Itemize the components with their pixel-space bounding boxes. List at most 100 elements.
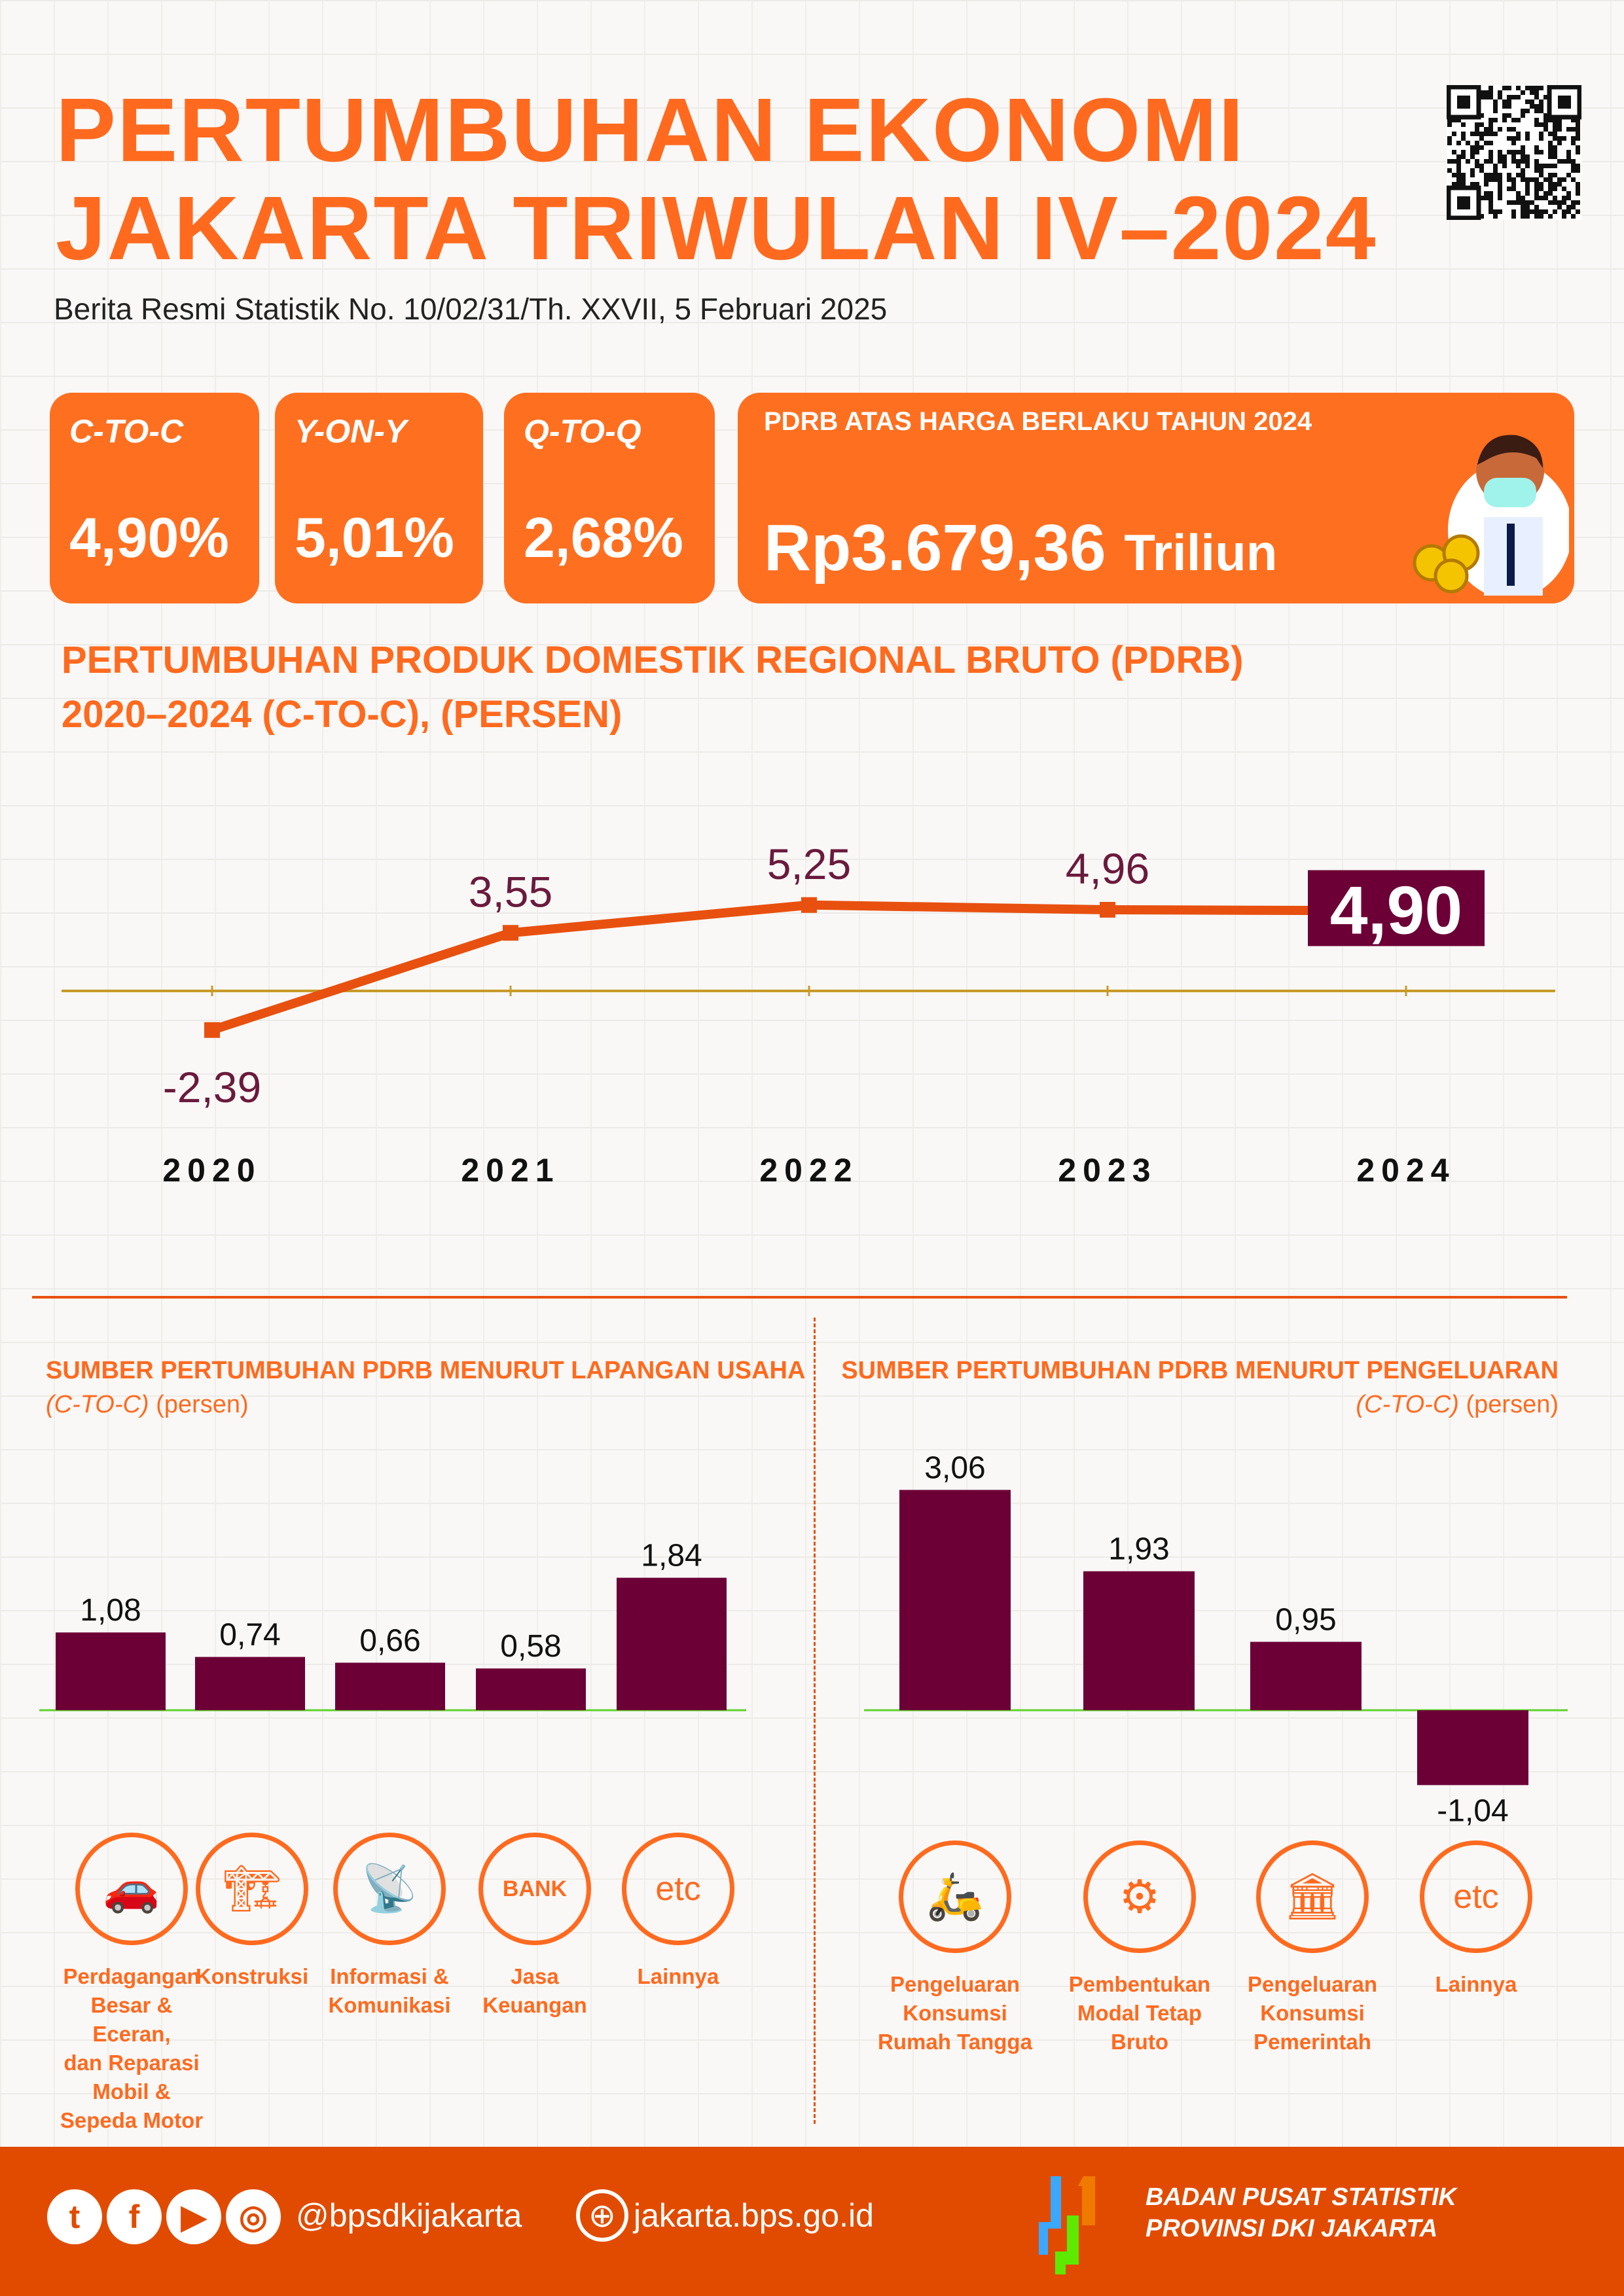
line-point [1100, 902, 1115, 918]
icon-label: Perdagangan Besar & Eceran, dan Reparasi Mo… [50, 1962, 213, 2135]
household-scooter-icon: 🛵 [899, 1840, 1011, 1953]
icon-label-line: Lainnya [637, 1964, 719, 1988]
pdrb-value: Rp3.679,36 [764, 511, 1106, 584]
hands-car-icon: 🚗 [75, 1833, 188, 1945]
subtitle: Berita Resmi Statistik No. 10/02/31/Th. … [54, 292, 888, 326]
icon-label: Lainnya [1394, 1970, 1558, 1999]
line-chart-title: PERTUMBUHAN PRODUK DOMESTIK REGIONAL BRU… [62, 639, 1244, 681]
line-chart-subtitle: 2020–2024 (C-TO-C), (PERSEN) [62, 693, 623, 736]
qr-code-icon[interactable] [1447, 85, 1581, 220]
right-chart-title: SUMBER PERTUMBUHAN PDRB MENURUT PENGELUA… [841, 1357, 1559, 1384]
facebook-icon[interactable]: f [107, 2189, 162, 2244]
highlight-box [1308, 870, 1485, 946]
etc-icon: etc [622, 1833, 734, 1945]
line-series [210, 900, 1407, 1035]
pdrb-label: PDRB ATAS HARGA BERLAKU TAHUN 2024 [764, 407, 1312, 436]
x-tick-label: 2022 [759, 1152, 858, 1189]
satellite-dish-icon: 📡 [333, 1833, 446, 1945]
bar-label: 0,95 [1275, 1603, 1336, 1638]
social-handle[interactable]: @bpsdkijakarta [296, 2197, 522, 2234]
card-y-on-y: Y-ON-Y 5,01% [275, 393, 483, 603]
bar [899, 1490, 1011, 1710]
bar-label: 1,08 [80, 1593, 141, 1628]
card-value: 4,90% [69, 507, 229, 569]
line-point [801, 897, 817, 913]
bar [56, 1632, 166, 1710]
left-chart-title: SUMBER PERTUMBUHAN PDRB MENURUT LAPANGAN… [46, 1357, 806, 1384]
youtube-icon[interactable]: ▶ [166, 2189, 221, 2244]
point-label: 4,96 [1066, 844, 1149, 893]
icon-label-line: Konstruksi [195, 1964, 309, 1988]
twitter-icon[interactable]: t [47, 2189, 102, 2244]
left-chart-subtitle-italic: (C-TO-C) [46, 1391, 149, 1418]
icon-label-line: Rumah Tangga [878, 2030, 1032, 2054]
icon-label: Lainnya [596, 1962, 760, 1991]
robot-arm-icon: ⚙ [1083, 1840, 1196, 1953]
bar-label: -1,04 [1437, 1793, 1508, 1828]
section-divider [32, 1296, 1567, 1299]
officer-with-coins-illustration [1413, 435, 1569, 596]
card-q-to-q: Q-TO-Q 2,68% [504, 393, 715, 603]
card-label: Q-TO-Q [524, 413, 641, 450]
icon-label-line: Pemerintah [1254, 2030, 1371, 2054]
x-tick-label: 2024 [1356, 1152, 1455, 1189]
icon-label-line: Informasi & [330, 1964, 449, 1988]
org-name-line1: BADAN PUSAT STATISTIK [1146, 2183, 1456, 2211]
icon-label-line: Keuangan [482, 1993, 587, 2017]
title-line1: PERTUMBUHAN EKONOMI [56, 80, 1245, 181]
etc-icon: etc [1420, 1840, 1532, 1953]
bar-label: 0,66 [359, 1623, 420, 1658]
point-label: 5,25 [767, 840, 851, 888]
card-label: Y-ON-Y [295, 413, 407, 450]
pdrb-unit: Triliun [1124, 524, 1278, 581]
icon-label-line: dan Reparasi [63, 2051, 200, 2075]
icon-label-line: Komunikasi [328, 1993, 451, 2017]
instagram-icon[interactable]: ◎ [226, 2189, 281, 2244]
card-value: 5,01% [295, 507, 454, 569]
line-point [1398, 903, 1414, 919]
card-value: 2,68% [524, 507, 683, 569]
globe-icon: ⊕ [576, 2189, 628, 2242]
bank-icon: BANK [478, 1833, 591, 1945]
bar [335, 1662, 445, 1710]
icon-label-line: Sepeda Motor [60, 2108, 204, 2132]
icon-label: Konstruksi [170, 1962, 334, 1991]
bar [476, 1668, 586, 1710]
bar [1083, 1571, 1195, 1710]
bps-logo [1039, 2176, 1095, 2274]
icon-label-line: Pengeluaran [1247, 1972, 1378, 1996]
icon-label-line: Pembentukan [1068, 1972, 1211, 1996]
government-building-icon: 🏛 [1256, 1840, 1369, 1953]
card-pdrb: PDRB ATAS HARGA BERLAKU TAHUN 2024 Rp3.6… [738, 393, 1574, 603]
bar-label: 0,74 [219, 1618, 280, 1653]
bar-label: 0,58 [500, 1629, 561, 1664]
right-chart-subtitle-italic: (C-TO-C) [1356, 1391, 1459, 1418]
bar-label: 1,93 [1108, 1532, 1169, 1567]
icon-label-line: Jasa [511, 1964, 559, 1988]
title-line2: JAKARTA TRIWULAN IV–2024 [56, 178, 1377, 279]
icon-label-line: Konsumsi [1260, 2001, 1365, 2025]
website-link[interactable]: jakarta.bps.go.id [634, 2197, 874, 2234]
icon-label-line: Modal Tetap Bruto [1077, 2001, 1202, 2054]
line-point [503, 925, 518, 941]
icon-label-line: Konsumsi [903, 2001, 1007, 2025]
bar [195, 1657, 305, 1710]
icon-label-line: Besar & Eceran, [90, 1993, 173, 2046]
icon-label: Pengeluaran Konsumsi Pemerintah [1231, 1970, 1394, 2056]
bar-label: 1,84 [641, 1539, 702, 1573]
left-chart-subtitle: (persen) [156, 1391, 249, 1418]
column-divider [814, 1318, 816, 2124]
bar [1250, 1641, 1362, 1710]
bar-label: 3,06 [924, 1450, 985, 1485]
x-tick-label: 2023 [1058, 1152, 1157, 1189]
bar [1417, 1710, 1528, 1785]
icon-label: Informasi & Komunikasi [308, 1962, 471, 2020]
icon-label-line: Mobil & [92, 2079, 171, 2104]
point-label: 3,55 [469, 867, 552, 916]
card-label: C-TO-C [69, 413, 184, 450]
org-name-line2: PROVINSI DKI JAKARTA [1146, 2215, 1438, 2242]
icon-label-line: Perdagangan [63, 1964, 200, 1988]
line-point [204, 1022, 220, 1038]
icon-label: Pembentukan Modal Tetap Bruto [1058, 1970, 1221, 2056]
